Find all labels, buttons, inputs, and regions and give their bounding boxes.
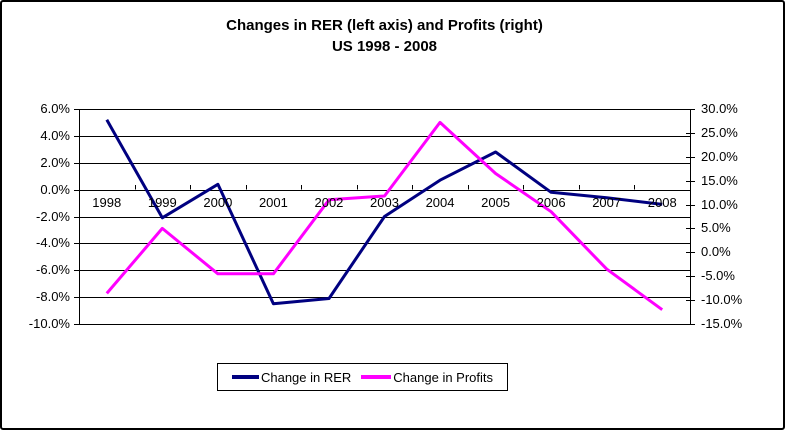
right-axis-tick-label: 20.0% <box>701 148 738 164</box>
x-axis-category-label: 2005 <box>481 194 511 210</box>
right-axis-tick-label: 25.0% <box>701 124 738 140</box>
left-axis-tick-label: -2.0% <box>36 208 70 224</box>
chart-title-line2: US 1998 - 2008 <box>331 38 438 55</box>
left-axis-tick-label: 2.0% <box>40 154 70 170</box>
left-axis-tick-label: -10.0% <box>28 316 70 331</box>
x-axis-category-label: 2002 <box>314 194 344 210</box>
legend-label-profits: Change in Profits <box>393 369 494 385</box>
rer-line-sample-icon <box>231 375 259 379</box>
legend-item-rer: Change in RER <box>231 369 352 385</box>
series-line-change-in-profits <box>105 120 664 311</box>
chart-title-line1: Changes in RER (left axis) and Profits (… <box>226 17 543 34</box>
x-axis-category-label: 2008 <box>647 194 677 210</box>
x-axis-category-label: 2007 <box>592 194 622 210</box>
right-axis-tick-label: 10.0% <box>701 196 738 212</box>
series-line-change-in-rer <box>105 119 663 306</box>
left-axis-tick-label: -4.0% <box>36 235 70 251</box>
profits-line-sample-icon <box>361 375 392 379</box>
legend-label-rer: Change in RER <box>260 369 352 385</box>
x-axis-category-label: 2001 <box>258 194 288 210</box>
right-axis-tick-label: -15.0% <box>701 316 743 331</box>
x-axis-category-label: 1999 <box>147 194 177 210</box>
right-axis-tick-label: -10.0% <box>701 292 743 308</box>
x-axis-category-label: 1998 <box>92 194 122 210</box>
right-axis-tick-label: 5.0% <box>701 220 731 236</box>
left-axis-tick-label: 4.0% <box>40 127 70 143</box>
left-axis-tick-label: 6.0% <box>40 101 70 116</box>
x-axis-category-label: 2000 <box>203 194 233 210</box>
legend: Change in RER Change in Profits <box>217 363 508 391</box>
x-axis-category-label: 2003 <box>370 194 399 210</box>
x-axis-category-label: 2006 <box>536 194 566 210</box>
right-axis-tick-label: 0.0% <box>701 244 731 260</box>
left-axis-tick-label: -8.0% <box>36 289 70 305</box>
left-axis-tick-label: 0.0% <box>40 181 70 197</box>
x-axis-category-label: 2004 <box>425 194 455 210</box>
legend-item-profits: Change in Profits <box>351 370 493 385</box>
chart-title: Changes in RER (left axis) and Profits (… <box>79 15 690 57</box>
right-axis-tick-label: -5.0% <box>701 268 735 284</box>
left-axis-tick-label: -6.0% <box>36 262 70 278</box>
right-axis-tick-label: 30.0% <box>701 101 738 116</box>
right-axis-tick-label: 15.0% <box>701 172 738 188</box>
